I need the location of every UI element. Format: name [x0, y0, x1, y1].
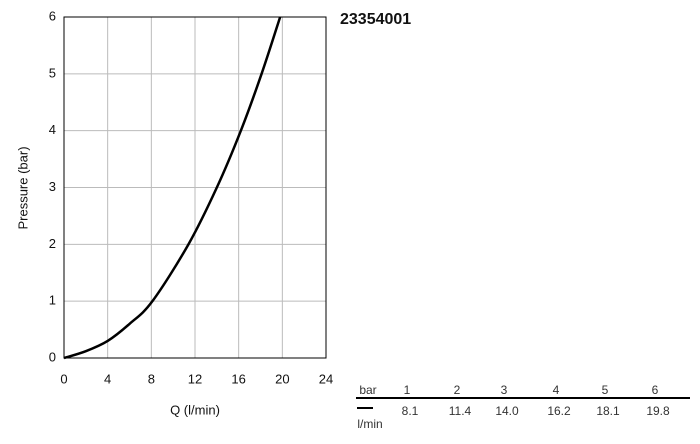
table-header-cell: 3	[501, 383, 508, 397]
y-axis-label: Pressure (bar)	[15, 146, 30, 229]
table-header-cell: 6	[652, 383, 659, 397]
y-tick-label: 0	[49, 349, 56, 364]
chart-title: 23354001	[340, 11, 411, 28]
table-header-cell: 1	[404, 383, 411, 397]
table-cell: l/min	[357, 417, 382, 431]
x-tick-label: 4	[104, 371, 111, 386]
table-header-cell: 2	[454, 383, 461, 397]
table-cell: 18.1	[596, 404, 620, 418]
table-header-cell: bar	[359, 383, 376, 397]
line	[63, 16, 282, 360]
table-header-cell: 5	[602, 383, 609, 397]
x-axis-label: Q (l/min)	[170, 402, 220, 417]
plot-frame	[63, 16, 327, 359]
y-tick-label: 5	[49, 65, 56, 80]
table-cell: 16.2	[547, 404, 571, 418]
y-tick-label: 3	[49, 179, 56, 194]
table-cell: 8.1	[402, 404, 419, 418]
x-tick-label: 20	[275, 371, 289, 386]
y-tick-label: 4	[49, 122, 56, 137]
x-tick-label: 0	[60, 371, 67, 386]
table-header-cell: 4	[553, 383, 560, 397]
x-tick-label: 8	[148, 371, 155, 386]
table-cell: 11.4	[449, 404, 472, 418]
x-tick-label: 12	[188, 371, 202, 386]
table-cell: 19.8	[646, 404, 670, 418]
table-cell: 14.0	[495, 404, 519, 418]
x-tick-label: 24	[319, 371, 333, 386]
y-tick-label: 6	[49, 8, 56, 23]
y-tick-label: 2	[49, 236, 56, 251]
x-tick-label: 16	[231, 371, 245, 386]
y-tick-label: 1	[49, 293, 56, 308]
